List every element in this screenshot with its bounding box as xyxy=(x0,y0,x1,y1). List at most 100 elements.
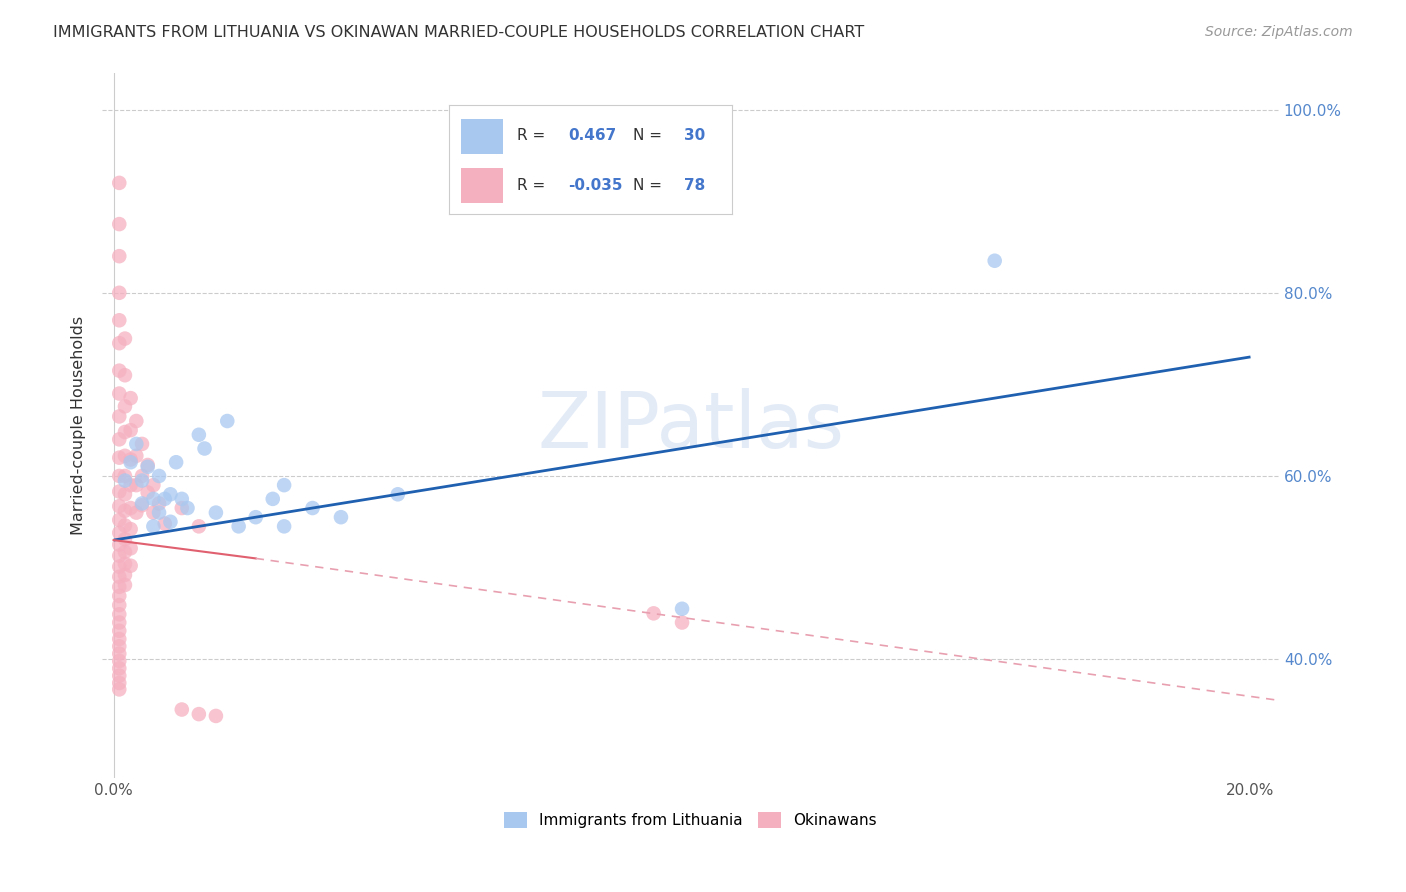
Point xyxy=(125,414,148,428)
Point xyxy=(120,501,142,516)
Point xyxy=(176,501,198,516)
Point xyxy=(136,459,159,474)
Point xyxy=(273,519,295,533)
Point xyxy=(114,332,136,346)
Point xyxy=(131,437,153,451)
Point xyxy=(108,654,131,668)
Point xyxy=(108,525,131,540)
Point xyxy=(114,532,136,546)
Point xyxy=(114,557,136,571)
Point xyxy=(153,491,176,506)
Point xyxy=(245,510,267,524)
Point xyxy=(193,442,215,456)
Point xyxy=(125,449,148,463)
Point xyxy=(142,519,165,533)
Point xyxy=(108,682,131,697)
Point xyxy=(114,567,136,582)
Point xyxy=(330,510,353,524)
Point xyxy=(108,249,131,263)
Point xyxy=(153,516,176,531)
Point xyxy=(131,496,153,510)
Point xyxy=(114,449,136,463)
Point xyxy=(142,506,165,520)
Point xyxy=(301,501,323,516)
Point xyxy=(643,607,665,621)
Point xyxy=(187,707,209,722)
Point xyxy=(108,217,131,231)
Point xyxy=(108,647,131,661)
Point xyxy=(114,368,136,383)
Point xyxy=(108,676,131,690)
Point xyxy=(142,478,165,492)
Point xyxy=(131,498,153,512)
Point xyxy=(148,469,170,483)
Point xyxy=(108,607,131,622)
Point xyxy=(131,469,153,483)
Point xyxy=(108,624,131,638)
Point xyxy=(108,589,131,603)
Point xyxy=(108,570,131,584)
Point xyxy=(120,423,142,437)
Point xyxy=(108,615,131,630)
Point xyxy=(159,487,181,501)
Point xyxy=(120,558,142,573)
Point xyxy=(108,176,131,190)
Point xyxy=(108,668,131,682)
Point xyxy=(114,474,136,488)
Point xyxy=(108,336,131,351)
Point xyxy=(983,253,1005,268)
Point xyxy=(120,452,142,467)
Point xyxy=(108,285,131,300)
Point xyxy=(187,519,209,533)
Point xyxy=(136,485,159,500)
Point xyxy=(114,504,136,518)
Point xyxy=(671,615,693,630)
Text: Source: ZipAtlas.com: Source: ZipAtlas.com xyxy=(1205,25,1353,39)
Point xyxy=(108,513,131,527)
Point xyxy=(120,541,142,556)
Text: IMMIGRANTS FROM LITHUANIA VS OKINAWAN MARRIED-COUPLE HOUSEHOLDS CORRELATION CHAR: IMMIGRANTS FROM LITHUANIA VS OKINAWAN MA… xyxy=(53,25,865,40)
Point xyxy=(120,478,142,492)
Point xyxy=(125,437,148,451)
Point xyxy=(125,478,148,492)
Point xyxy=(108,364,131,378)
Point xyxy=(142,491,165,506)
Point xyxy=(165,455,187,469)
Point xyxy=(114,469,136,483)
Point xyxy=(108,450,131,465)
Point xyxy=(108,661,131,675)
Point xyxy=(108,409,131,424)
Point xyxy=(170,501,193,516)
Point xyxy=(387,487,409,501)
Point xyxy=(108,538,131,552)
Point xyxy=(671,601,693,615)
Point xyxy=(108,632,131,646)
Y-axis label: Married-couple Households: Married-couple Households xyxy=(72,316,86,535)
Point xyxy=(114,487,136,501)
Point xyxy=(108,469,131,483)
Point xyxy=(108,549,131,563)
Point xyxy=(108,559,131,574)
Point xyxy=(205,709,228,723)
Point xyxy=(159,515,181,529)
Point xyxy=(205,506,228,520)
Point xyxy=(262,491,284,506)
Point xyxy=(114,400,136,414)
Point xyxy=(108,313,131,327)
Point xyxy=(108,386,131,401)
Point xyxy=(114,518,136,533)
Point xyxy=(170,702,193,716)
Point xyxy=(125,506,148,520)
Point xyxy=(148,506,170,520)
Point xyxy=(108,580,131,594)
Point xyxy=(187,427,209,442)
Point xyxy=(120,455,142,469)
Point xyxy=(108,499,131,513)
Point xyxy=(114,545,136,559)
Point xyxy=(136,458,159,472)
Point xyxy=(273,478,295,492)
Point xyxy=(228,519,250,533)
Text: ZIPatlas: ZIPatlas xyxy=(537,388,844,464)
Point xyxy=(170,491,193,506)
Point xyxy=(131,474,153,488)
